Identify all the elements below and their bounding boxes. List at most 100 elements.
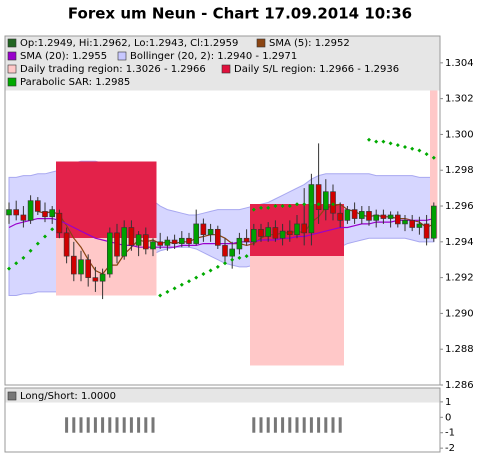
candle-body (27, 200, 34, 221)
region-slot (142, 161, 150, 239)
sar-dot (158, 293, 163, 298)
y-tick-label: 1.300 (445, 129, 474, 140)
bar (137, 417, 141, 433)
region-slot (322, 204, 330, 366)
region-slot (106, 161, 114, 239)
y-tick-label: 1.296 (445, 201, 474, 212)
bar (309, 417, 313, 433)
bar (72, 417, 76, 433)
region-slot (149, 161, 157, 239)
legend-swatch (7, 64, 17, 74)
bar (281, 417, 285, 433)
bar (317, 417, 321, 433)
candle-body (92, 277, 99, 282)
bar (266, 417, 270, 433)
moving-average (8, 218, 434, 248)
candle-body (402, 220, 408, 225)
region-slot (91, 161, 99, 239)
region-slot (120, 161, 128, 239)
candle-body (308, 184, 315, 234)
legend-swatch (256, 38, 266, 48)
candle-body (107, 232, 113, 275)
region-slot (257, 204, 265, 366)
candle-body (34, 200, 41, 212)
candle-body (143, 234, 149, 250)
candle-body (229, 248, 235, 257)
bar (93, 417, 97, 433)
candle-body (394, 214, 401, 225)
bar (144, 417, 148, 433)
sar-dot (14, 261, 19, 266)
candle-body (265, 227, 272, 237)
bar (79, 417, 83, 433)
region-slot (322, 204, 330, 257)
region-slot (127, 161, 135, 239)
bar (259, 417, 263, 433)
candle-body (301, 223, 308, 234)
candle-body (215, 228, 221, 246)
candle-body (337, 212, 344, 221)
sar-dot (165, 289, 170, 294)
bar (65, 417, 69, 433)
candle-body (193, 223, 199, 244)
sar-dot (179, 282, 184, 287)
sar-dot (201, 272, 206, 277)
sar-dot (259, 205, 263, 210)
region-slot (329, 204, 337, 257)
candle-body (13, 209, 19, 216)
sar-dot (431, 155, 436, 160)
candle-body (351, 209, 358, 219)
region-slot (135, 161, 143, 239)
sar-dot (417, 148, 422, 153)
y-tick-label: 1.286 (445, 380, 474, 391)
sar-dot (403, 144, 407, 149)
candle-body (373, 214, 380, 221)
candle-body (114, 232, 120, 257)
sar-dot (208, 268, 213, 273)
candle-body (251, 228, 257, 243)
region-slot (293, 204, 301, 366)
candle-body (409, 220, 416, 228)
y-tick-label: 1 (445, 397, 451, 408)
bar (252, 417, 256, 433)
sar-dot (43, 234, 47, 239)
plot-frame (4, 35, 441, 386)
y-tick-label: -1 (445, 428, 455, 439)
candle-body (286, 230, 293, 235)
sar-dot (395, 143, 400, 148)
sar-dot (230, 257, 235, 262)
legend-swatch (7, 391, 17, 401)
y-tick-label: 1.292 (445, 273, 474, 284)
candle-body (315, 184, 322, 210)
sar-dot (316, 202, 321, 207)
chart-title: Forex um Neun - Chart 17.09.2014 10:36 (68, 5, 412, 23)
bar (302, 417, 306, 433)
sar-dot (28, 248, 33, 253)
sar-dot (331, 202, 335, 207)
sar-dot (172, 286, 177, 291)
candle-body (99, 273, 106, 282)
candle-body (207, 228, 214, 235)
candle-body (430, 205, 437, 239)
y-tick-label: 1.290 (445, 308, 474, 319)
legend-swatch (221, 64, 231, 74)
candle-body (279, 230, 286, 239)
sar-dot (194, 275, 199, 280)
candle-body (42, 211, 48, 218)
candle-body (380, 214, 387, 219)
bar (115, 417, 119, 433)
candle-body (358, 211, 365, 219)
bar (86, 417, 90, 433)
region-slot (307, 204, 315, 366)
bar (295, 417, 299, 433)
region-slot (271, 204, 279, 366)
candle-body (128, 227, 135, 246)
y-tick-label: 1.302 (445, 94, 474, 105)
candle-body (294, 223, 300, 235)
candle-body (171, 239, 178, 244)
sar-dot (273, 204, 278, 209)
y-tick-label: 1.288 (445, 344, 474, 355)
candle-body (258, 228, 264, 237)
candle-body (49, 209, 56, 218)
candle-body (20, 214, 27, 221)
